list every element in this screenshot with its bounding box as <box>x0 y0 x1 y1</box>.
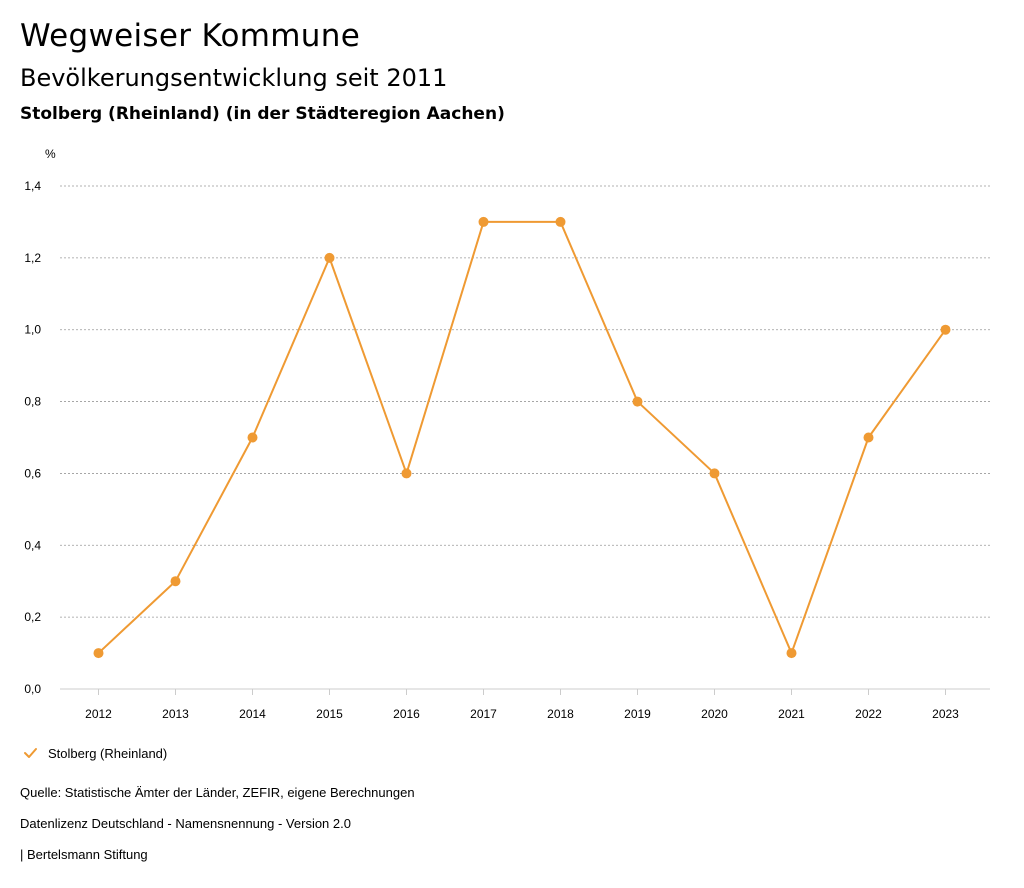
data-point[interactable] <box>709 468 720 479</box>
x-tick-label: 2012 <box>85 707 112 721</box>
x-tick-label: 2022 <box>855 707 882 721</box>
x-tick-label: 2013 <box>162 707 189 721</box>
x-tick-label: 2020 <box>701 707 728 721</box>
y-tick-label: 1,4 <box>24 179 41 193</box>
region-label: Stolberg (Rheinland) (in der Städteregio… <box>20 104 505 124</box>
legend-item[interactable]: Stolberg (Rheinland) <box>22 745 167 761</box>
data-point[interactable] <box>401 468 412 479</box>
data-point[interactable] <box>478 216 489 227</box>
data-point[interactable] <box>247 432 258 443</box>
data-point[interactable] <box>863 432 874 443</box>
y-tick-label: 0,0 <box>24 682 41 696</box>
y-tick-label: 0,4 <box>24 538 41 552</box>
data-point[interactable] <box>786 648 797 659</box>
x-tick-label: 2023 <box>932 707 959 721</box>
y-tick-label: 1,0 <box>24 323 41 337</box>
x-tick-label: 2015 <box>316 707 343 721</box>
publisher-note: | Bertelsmann Stiftung <box>20 847 148 862</box>
x-tick-label: 2017 <box>470 707 497 721</box>
license-note: Datenlizenz Deutschland - Namensnennung … <box>20 816 351 831</box>
checkmark-icon <box>24 748 37 758</box>
data-point[interactable] <box>324 252 335 263</box>
line-chart: % 0,0 0,2 0,4 0,6 0,8 1,0 1,2 1,4 2012 2013 2014 201… <box>24 147 990 721</box>
chart-subtitle: Bevölkerungsentwicklung seit 2011 <box>20 64 448 92</box>
data-point[interactable] <box>555 216 566 227</box>
x-tick-label: 2014 <box>239 707 266 721</box>
x-tick-label: 2021 <box>778 707 805 721</box>
x-tick-label: 2016 <box>393 707 420 721</box>
y-tick-label: 0,8 <box>24 395 41 409</box>
y-tick-label: 1,2 <box>24 251 41 265</box>
data-point[interactable] <box>170 576 181 587</box>
source-note: Quelle: Statistische Ämter der Länder, Z… <box>20 785 415 800</box>
data-point[interactable] <box>93 648 104 659</box>
page-title: Wegweiser Kommune <box>20 18 361 54</box>
y-axis-unit-label: % <box>45 147 56 161</box>
series-line <box>97 220 947 655</box>
y-tick-label: 0,2 <box>24 610 41 624</box>
data-point[interactable] <box>632 396 643 407</box>
y-tick-label: 0,6 <box>24 466 41 480</box>
legend-label: Stolberg (Rheinland) <box>48 745 168 761</box>
data-point[interactable] <box>940 324 951 335</box>
x-tick-label: 2019 <box>624 707 651 721</box>
x-tick-label: 2018 <box>547 707 574 721</box>
